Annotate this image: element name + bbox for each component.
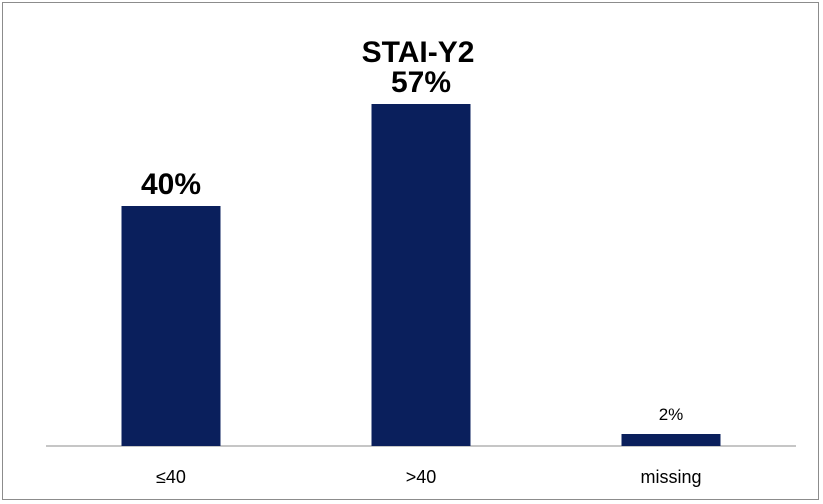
data-labels-layer: 40% 57% 2%	[141, 66, 683, 424]
x-tick-label-1: >40	[406, 467, 437, 487]
data-label-0: 40%	[141, 168, 201, 201]
chart-title: STAI-Y2	[362, 36, 475, 69]
x-tick-label-2: missing	[640, 467, 701, 487]
bars-layer	[121, 104, 721, 446]
x-tick-label-0: ≤40	[156, 467, 186, 487]
data-label-2: 2%	[659, 405, 684, 424]
bar-0	[121, 206, 221, 446]
bar-2	[621, 434, 721, 446]
x-tick-labels-layer: ≤40 >40 missing	[156, 467, 701, 487]
bar-1	[371, 104, 471, 446]
data-label-1: 57%	[391, 66, 451, 99]
